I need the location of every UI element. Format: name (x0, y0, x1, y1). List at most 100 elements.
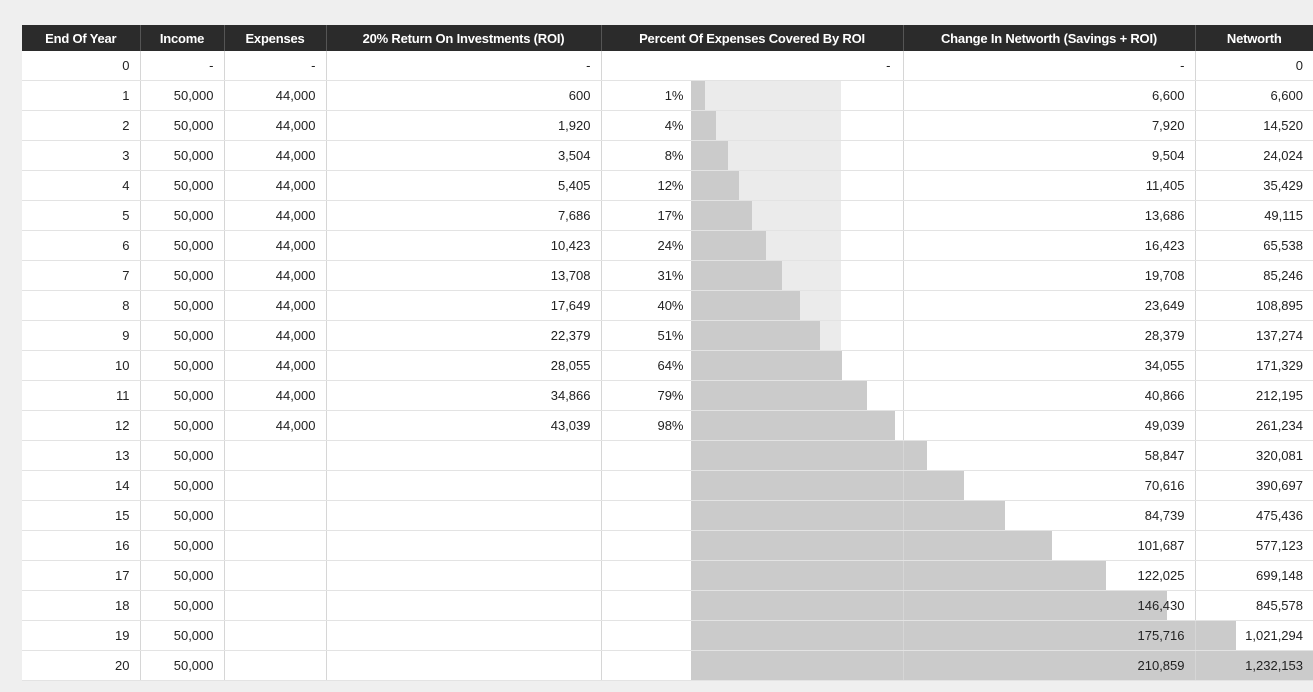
cell-pct[interactable]: 12% (600, 170, 903, 201)
cell-income[interactable]: 50,000 (139, 80, 224, 111)
cell-income[interactable]: 50,000 (139, 440, 224, 471)
cell-pct[interactable]: 31% (600, 260, 903, 291)
cell-income[interactable]: 50,000 (139, 140, 224, 171)
cell-pct[interactable] (600, 500, 903, 531)
cell-roi[interactable]: 600 (325, 80, 601, 111)
cell-year[interactable]: 13 (22, 440, 140, 471)
cell-year[interactable]: 11 (22, 380, 140, 411)
cell-year[interactable]: 12 (22, 410, 140, 441)
cell-pct[interactable] (600, 440, 903, 471)
cell-income[interactable]: 50,000 (139, 650, 224, 681)
col-header-year[interactable]: End Of Year (22, 25, 140, 51)
cell-year[interactable]: 18 (22, 590, 140, 621)
cell-year[interactable]: 4 (22, 170, 140, 201)
cell-change[interactable]: 11,405 (902, 170, 1195, 201)
cell-networth[interactable]: 35,429 (1194, 170, 1313, 201)
cell-expenses[interactable]: 44,000 (223, 80, 326, 111)
cell-year[interactable]: 16 (22, 530, 140, 561)
cell-expenses[interactable]: 44,000 (223, 410, 326, 441)
cell-year[interactable]: 3 (22, 140, 140, 171)
cell-year[interactable]: 8 (22, 290, 140, 321)
cell-roi[interactable]: 1,920 (325, 110, 601, 141)
cell-roi[interactable] (325, 530, 601, 561)
cell-roi[interactable]: 5,405 (325, 170, 601, 201)
cell-networth[interactable]: 845,578 (1194, 590, 1313, 621)
cell-roi[interactable]: 13,708 (325, 260, 601, 291)
col-header-roi[interactable]: 20% Return On Investments (ROI) (325, 25, 601, 51)
cell-roi[interactable]: 17,649 (325, 290, 601, 321)
cell-networth[interactable]: 108,895 (1194, 290, 1313, 321)
cell-change[interactable]: 175,716 (902, 620, 1195, 651)
cell-change[interactable]: 23,649 (902, 290, 1195, 321)
cell-pct[interactable] (600, 590, 903, 621)
cell-networth[interactable]: 137,274 (1194, 320, 1313, 351)
cell-change[interactable]: 49,039 (902, 410, 1195, 441)
cell-year[interactable]: 0 (22, 51, 140, 81)
cell-networth[interactable]: 1,021,294 (1194, 620, 1313, 651)
cell-change[interactable]: 146,430 (902, 590, 1195, 621)
cell-year[interactable]: 15 (22, 500, 140, 531)
cell-expenses[interactable] (223, 530, 326, 561)
cell-roi[interactable] (325, 650, 601, 681)
cell-year[interactable]: 20 (22, 650, 140, 681)
cell-income[interactable]: 50,000 (139, 620, 224, 651)
cell-networth[interactable]: 85,246 (1194, 260, 1313, 291)
cell-expenses[interactable] (223, 590, 326, 621)
cell-networth[interactable]: 320,081 (1194, 440, 1313, 471)
cell-change[interactable]: 210,859 (902, 650, 1195, 681)
cell-networth[interactable]: 14,520 (1194, 110, 1313, 141)
cell-pct[interactable]: 1% (600, 80, 903, 111)
cell-roi[interactable]: 28,055 (325, 350, 601, 381)
cell-year[interactable]: 2 (22, 110, 140, 141)
cell-change[interactable]: 7,920 (902, 110, 1195, 141)
cell-income[interactable]: 50,000 (139, 200, 224, 231)
cell-roi[interactable]: - (325, 51, 601, 81)
cell-roi[interactable] (325, 590, 601, 621)
col-header-change[interactable]: Change In Networth (Savings + ROI) (902, 25, 1195, 51)
cell-networth[interactable]: 390,697 (1194, 470, 1313, 501)
cell-income[interactable]: 50,000 (139, 560, 224, 591)
cell-roi[interactable]: 7,686 (325, 200, 601, 231)
cell-change[interactable]: 58,847 (902, 440, 1195, 471)
cell-year[interactable]: 17 (22, 560, 140, 591)
cell-networth[interactable]: 6,600 (1194, 80, 1313, 111)
cell-pct[interactable]: 79% (600, 380, 903, 411)
cell-income[interactable]: 50,000 (139, 380, 224, 411)
cell-expenses[interactable]: 44,000 (223, 290, 326, 321)
cell-pct[interactable] (600, 620, 903, 651)
cell-expenses[interactable]: - (223, 51, 326, 81)
cell-income[interactable]: - (139, 51, 224, 81)
cell-change[interactable]: 16,423 (902, 230, 1195, 261)
cell-roi[interactable]: 22,379 (325, 320, 601, 351)
cell-networth[interactable]: 212,195 (1194, 380, 1313, 411)
cell-expenses[interactable] (223, 440, 326, 471)
cell-networth[interactable]: 1,232,153 (1194, 650, 1313, 681)
cell-year[interactable]: 10 (22, 350, 140, 381)
cell-expenses[interactable]: 44,000 (223, 320, 326, 351)
cell-change[interactable]: 84,739 (902, 500, 1195, 531)
cell-change[interactable]: 19,708 (902, 260, 1195, 291)
cell-income[interactable]: 50,000 (139, 410, 224, 441)
cell-year[interactable]: 7 (22, 260, 140, 291)
cell-change[interactable]: - (902, 51, 1195, 81)
cell-income[interactable]: 50,000 (139, 260, 224, 291)
cell-income[interactable]: 50,000 (139, 230, 224, 261)
cell-change[interactable]: 122,025 (902, 560, 1195, 591)
cell-roi[interactable]: 34,866 (325, 380, 601, 411)
col-header-expenses[interactable]: Expenses (223, 25, 326, 51)
cell-pct[interactable]: 8% (600, 140, 903, 171)
cell-networth[interactable]: 577,123 (1194, 530, 1313, 561)
cell-year[interactable]: 19 (22, 620, 140, 651)
cell-expenses[interactable] (223, 500, 326, 531)
cell-change[interactable]: 6,600 (902, 80, 1195, 111)
cell-roi[interactable]: 10,423 (325, 230, 601, 261)
cell-income[interactable]: 50,000 (139, 350, 224, 381)
cell-expenses[interactable] (223, 620, 326, 651)
cell-income[interactable]: 50,000 (139, 170, 224, 201)
cell-income[interactable]: 50,000 (139, 590, 224, 621)
cell-roi[interactable] (325, 500, 601, 531)
col-header-pct[interactable]: Percent Of Expenses Covered By ROI (600, 25, 903, 51)
cell-networth[interactable]: 475,436 (1194, 500, 1313, 531)
cell-expenses[interactable]: 44,000 (223, 260, 326, 291)
cell-networth[interactable]: 171,329 (1194, 350, 1313, 381)
